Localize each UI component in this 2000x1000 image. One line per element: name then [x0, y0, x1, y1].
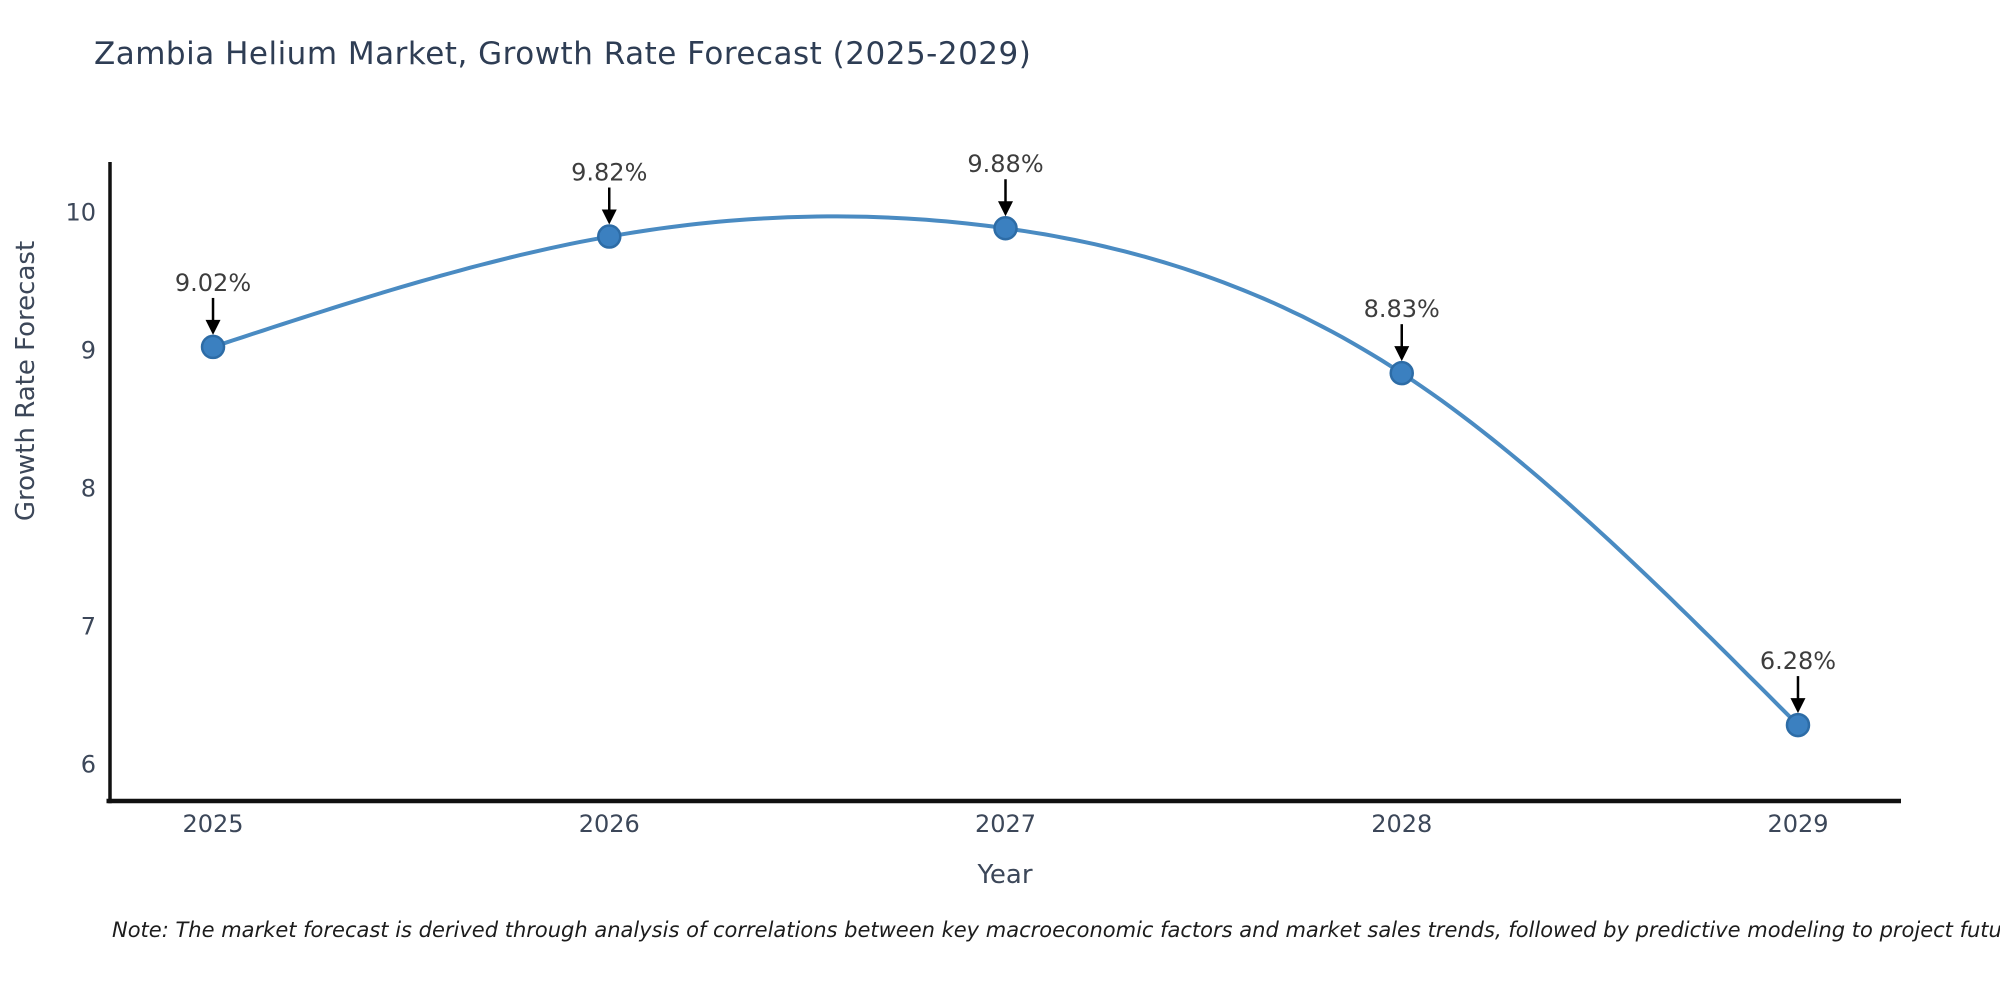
- x-tick-label: 2025: [182, 810, 243, 838]
- data-point-marker: [597, 224, 622, 249]
- annotation-arrow-head: [998, 201, 1013, 217]
- x-tick-label: 2029: [1767, 810, 1828, 838]
- chart-title: Zambia Helium Market, Growth Rate Foreca…: [94, 36, 1032, 72]
- data-point-marker: [993, 215, 1018, 241]
- point-annotation-label: 6.28%: [1760, 647, 1836, 675]
- y-tick-label: 7: [81, 613, 96, 641]
- point-annotation-label: 9.02%: [175, 269, 251, 297]
- data-point-marker: [1785, 712, 1811, 738]
- annotation-arrow-head: [1394, 346, 1410, 362]
- data-point-marker: [1389, 360, 1414, 386]
- y-tick-label: 10: [65, 199, 96, 227]
- y-tick-label: 9: [81, 337, 96, 365]
- x-tick-label: 2027: [975, 810, 1036, 838]
- axis-tick-labels: 6 7 8 9 10 2025 2026 2027 2028 2029: [65, 199, 1828, 838]
- annotation-arrow-head: [601, 209, 617, 225]
- point-annotations: 9.02% 9.82% 9.88% 8.83% 6.28%: [175, 150, 1836, 714]
- data-series: [200, 214, 1811, 738]
- point-annotation-label: 9.82%: [571, 159, 647, 187]
- x-axis-title: Year: [977, 860, 1033, 890]
- x-tick-label: 2026: [579, 810, 640, 838]
- annotation-arrow-head: [205, 319, 221, 335]
- axes-spines: [106, 162, 1901, 804]
- y-tick-label: 6: [81, 751, 96, 779]
- y-tick-label: 8: [81, 475, 96, 503]
- data-point-marker: [200, 334, 226, 360]
- x-tick-label: 2028: [1371, 810, 1432, 838]
- series-line: [211, 214, 1800, 728]
- point-annotation-label: 8.83%: [1364, 295, 1440, 323]
- footnote: Note: The market forecast is derived thr…: [112, 918, 2000, 942]
- point-annotation-label: 9.88%: [967, 150, 1043, 178]
- annotation-arrow-head: [1790, 698, 1806, 714]
